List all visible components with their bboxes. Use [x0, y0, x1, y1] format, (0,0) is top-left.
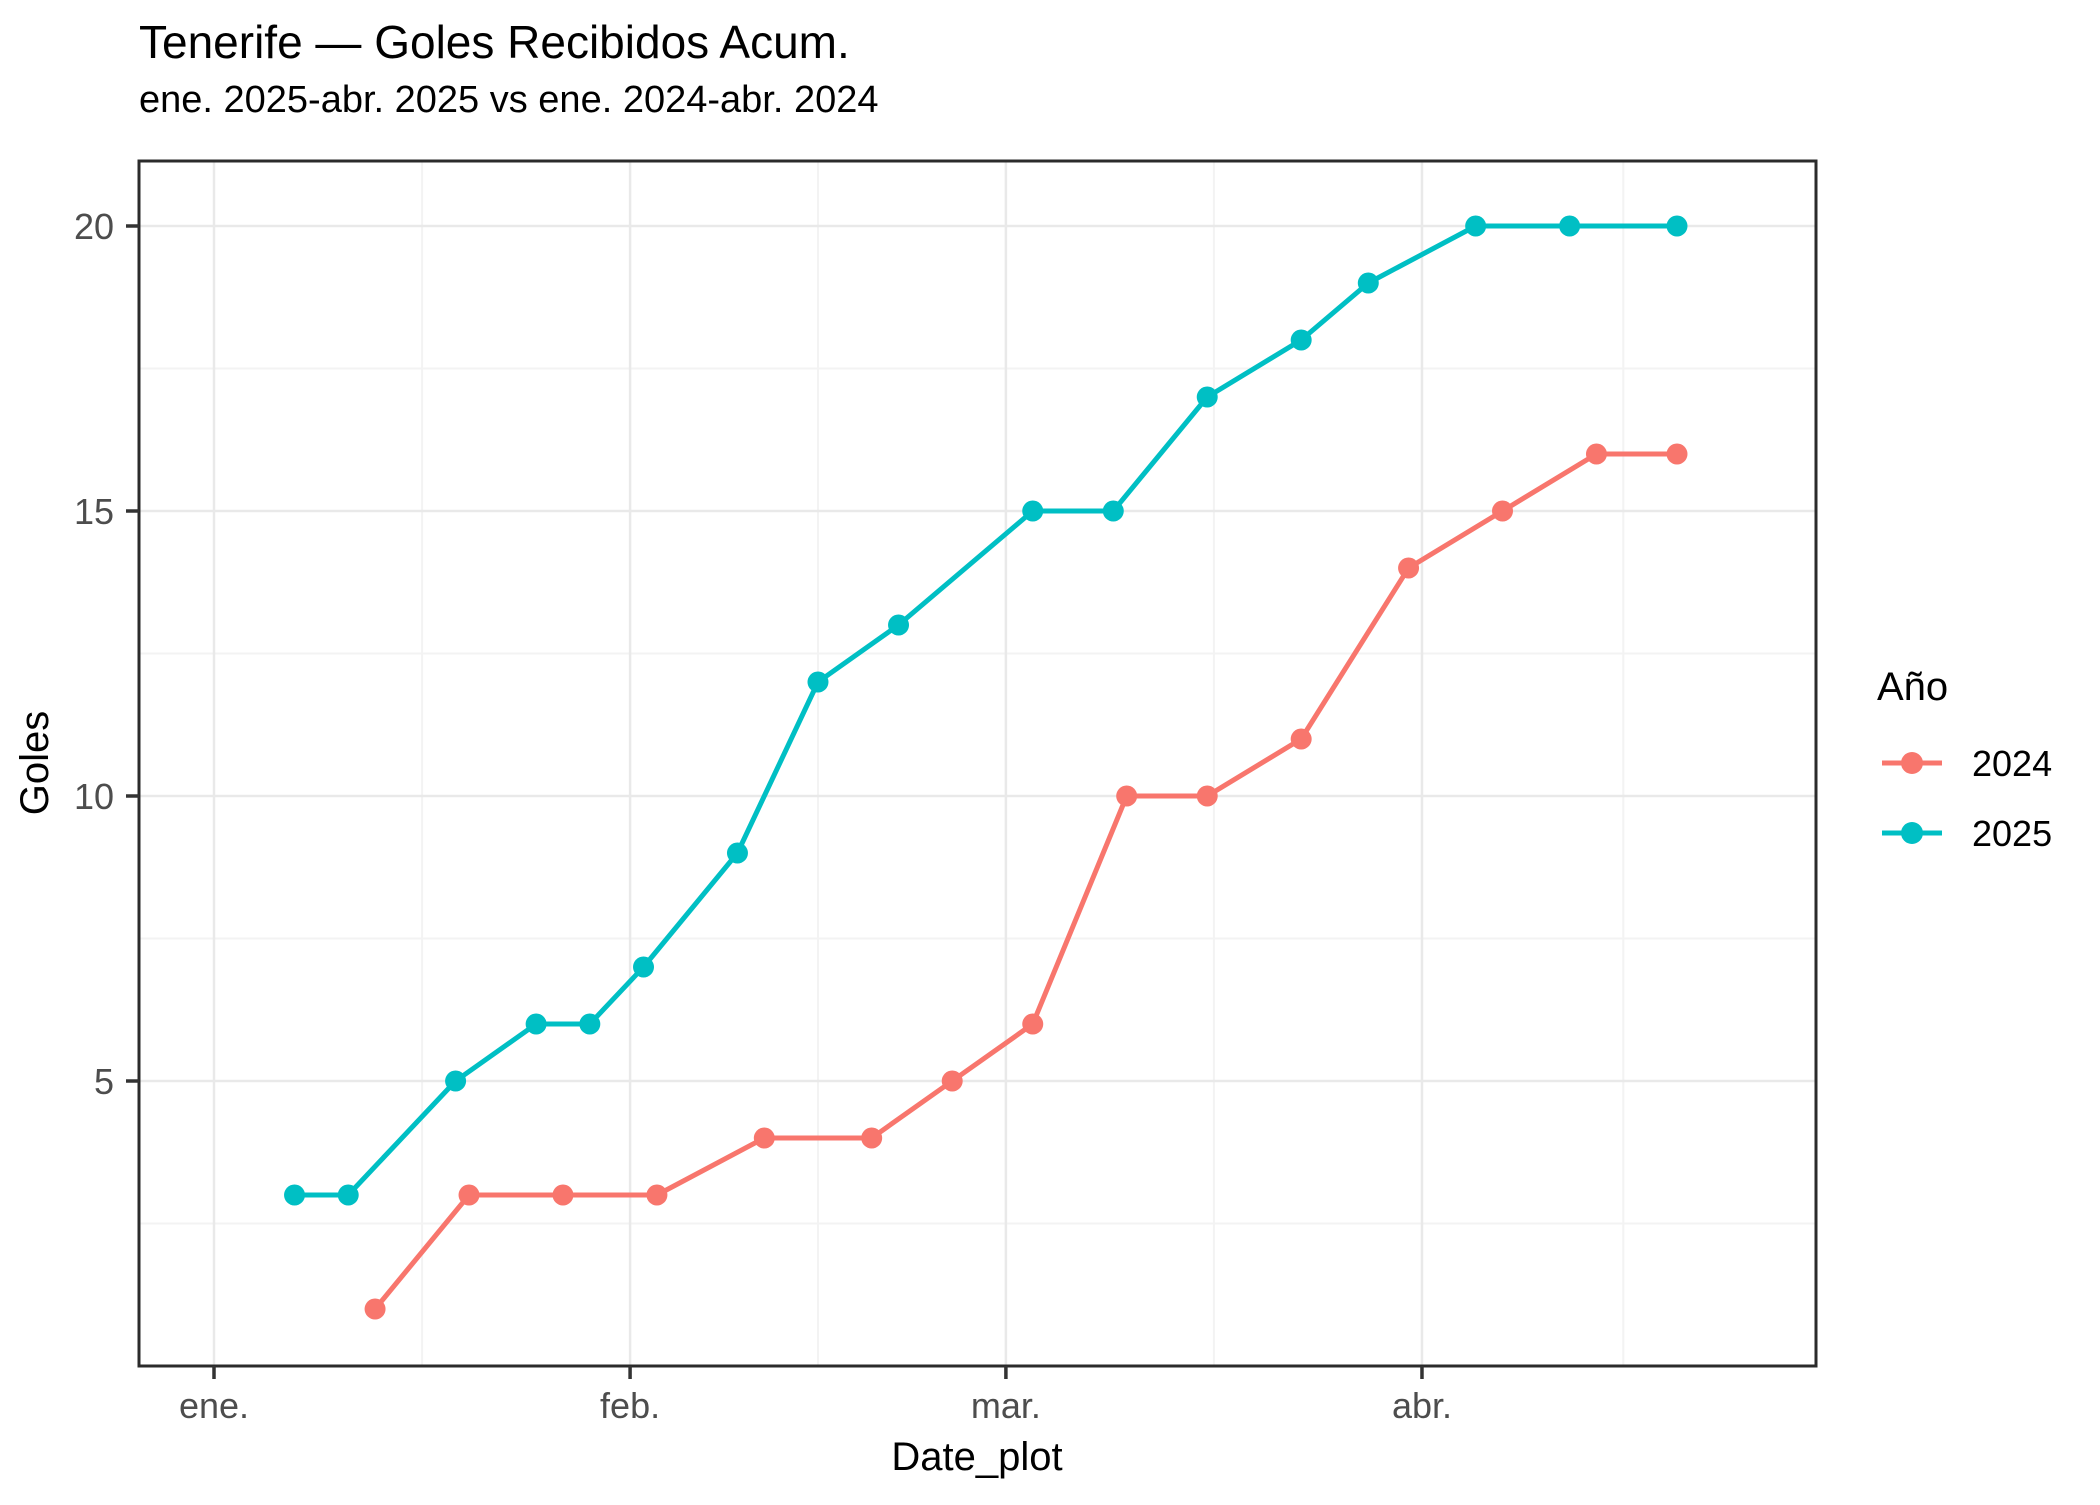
data-point-2025	[1357, 272, 1379, 294]
chart-subtitle: ene. 2025-abr. 2025 vs ene. 2024-abr. 20…	[139, 79, 878, 121]
data-point-2024	[1492, 500, 1514, 522]
y-tick-label: 5	[94, 1061, 114, 1102]
x-tick-label: feb.	[600, 1385, 660, 1426]
legend-entries: 2024 2025	[1882, 743, 2052, 854]
data-point-2024	[1585, 443, 1607, 465]
chart-title: Tenerife — Goles Recibidos Acum.	[139, 16, 850, 68]
data-point-2024	[552, 1184, 574, 1206]
gridlines-minor	[139, 161, 1816, 1366]
data-point-2025	[633, 956, 655, 978]
data-point-2024	[753, 1127, 775, 1149]
data-series	[284, 215, 1688, 1320]
data-point-2025	[1465, 215, 1487, 237]
y-tick-label: 10	[74, 776, 114, 817]
data-point-2025	[525, 1013, 547, 1035]
y-axis-tick-labels: 5 10 15 20	[74, 206, 114, 1102]
data-point-2024	[364, 1298, 386, 1320]
x-axis-title: Date_plot	[891, 1435, 1062, 1479]
data-point-2025	[445, 1070, 467, 1092]
gridlines-major	[139, 161, 1816, 1366]
data-point-2024	[1666, 443, 1688, 465]
legend-label-2024: 2024	[1972, 743, 2052, 784]
data-point-2024	[1022, 1013, 1044, 1035]
data-point-2024	[941, 1070, 963, 1092]
data-point-2025	[807, 671, 829, 693]
data-point-2025	[1290, 329, 1312, 351]
data-point-2025	[1196, 386, 1218, 408]
data-point-2024	[861, 1127, 883, 1149]
data-point-2024	[1290, 728, 1312, 750]
panel-border	[137, 159, 1818, 1368]
data-point-2025	[1102, 500, 1124, 522]
axis-ticks	[126, 224, 1424, 1379]
data-point-2024	[646, 1184, 668, 1206]
data-point-2024	[458, 1184, 480, 1206]
data-point-2025	[726, 842, 748, 864]
data-point-2024	[1196, 785, 1218, 807]
y-axis-title: Goles	[13, 711, 57, 816]
legend-label-2025: 2025	[1972, 813, 2052, 854]
legend-key-point-2025	[1901, 822, 1923, 844]
data-point-2024	[1398, 557, 1420, 579]
data-point-2025	[337, 1184, 359, 1206]
plot-panel	[139, 161, 1816, 1366]
data-point-2025	[284, 1184, 306, 1206]
legend-key-point-2024	[1901, 752, 1923, 774]
y-tick-label: 20	[74, 206, 114, 247]
data-point-2025	[1666, 215, 1688, 237]
x-tick-label: mar.	[971, 1385, 1041, 1426]
data-point-2024	[1116, 785, 1138, 807]
x-axis-tick-labels: ene. feb. mar. abr.	[179, 1385, 1452, 1426]
data-point-2025	[1022, 500, 1044, 522]
x-tick-label: ene.	[179, 1385, 249, 1426]
data-point-2025	[579, 1013, 601, 1035]
y-tick-label: 15	[74, 491, 114, 532]
data-point-2025	[888, 614, 910, 636]
legend-title: Año	[1877, 665, 1948, 709]
data-point-2025	[1559, 215, 1581, 237]
x-tick-label: abr.	[1392, 1385, 1452, 1426]
